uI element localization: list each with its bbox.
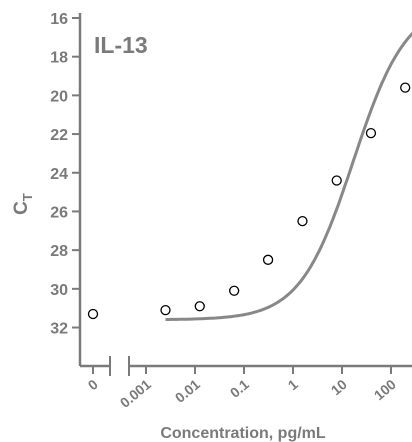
y-tick-label: 32 xyxy=(50,321,68,338)
chart-annotation: IL-13 xyxy=(94,32,148,58)
data-point-zero xyxy=(87,308,99,320)
data-point xyxy=(229,285,240,296)
y-tick-label: 20 xyxy=(50,88,68,105)
data-point xyxy=(365,127,377,139)
data-point xyxy=(194,301,205,312)
data-point xyxy=(297,215,308,227)
data-points xyxy=(87,82,411,320)
x-tick-label: 0.01 xyxy=(172,376,203,406)
x-tick-label: 0.001 xyxy=(117,376,154,411)
x-tick-label: 100 xyxy=(371,376,399,403)
y-tick-label: 28 xyxy=(50,243,68,260)
x-axis-label: Concentration, pg/mL xyxy=(160,425,326,442)
fit-curve xyxy=(165,31,412,321)
data-point xyxy=(331,175,342,186)
x-tick-label: 10 xyxy=(328,376,350,398)
data-point xyxy=(400,82,411,93)
y-axis-label: CT xyxy=(11,193,35,215)
y-tick-label: 26 xyxy=(50,204,68,221)
y-axis-label-main: C xyxy=(11,201,32,215)
data-point xyxy=(262,254,274,265)
ticks xyxy=(72,17,392,374)
tick-labels: 16182022242628303200.0010.010.11101001,0… xyxy=(50,11,412,411)
y-tick-label: 24 xyxy=(50,166,68,183)
x-tick-label: 0.1 xyxy=(227,376,252,401)
y-tick-label: 30 xyxy=(50,282,68,299)
y-tick-label: 18 xyxy=(50,50,68,67)
data-point xyxy=(160,304,171,316)
x-tick-label: 1 xyxy=(285,376,301,393)
y-axis-label-sub: T xyxy=(20,193,35,201)
y-tick-label: 22 xyxy=(50,127,68,144)
x-tick-label: 0 xyxy=(85,376,101,393)
axes xyxy=(78,13,412,376)
y-tick-label: 16 xyxy=(50,11,68,28)
